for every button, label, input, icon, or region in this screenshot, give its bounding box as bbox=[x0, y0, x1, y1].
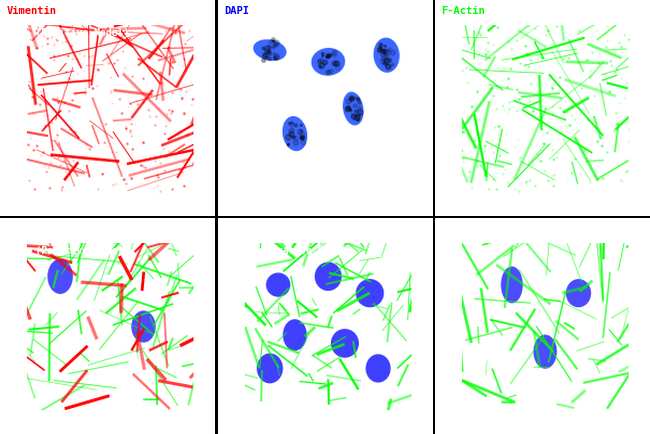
Text: HeLa (Positive Model): HeLa (Positive Model) bbox=[6, 28, 130, 38]
Text: Composite: Composite bbox=[224, 224, 280, 234]
Text: b: b bbox=[224, 194, 232, 207]
Text: F-Actin: F-Actin bbox=[441, 7, 486, 16]
Text: e: e bbox=[224, 411, 232, 425]
Text: DAPI: DAPI bbox=[224, 7, 249, 16]
Text: MCF-7 (Negative Model): MCF-7 (Negative Model) bbox=[224, 246, 353, 256]
Text: Composite: Composite bbox=[6, 224, 62, 234]
Text: d: d bbox=[6, 411, 15, 425]
Text: HeLa (Positive Model): HeLa (Positive Model) bbox=[6, 246, 130, 256]
Text: No Primary antibody: No Primary antibody bbox=[441, 224, 560, 234]
Text: c: c bbox=[441, 194, 450, 207]
Text: Vimentin: Vimentin bbox=[6, 7, 57, 16]
Text: a: a bbox=[6, 194, 15, 207]
Text: f: f bbox=[441, 411, 450, 425]
